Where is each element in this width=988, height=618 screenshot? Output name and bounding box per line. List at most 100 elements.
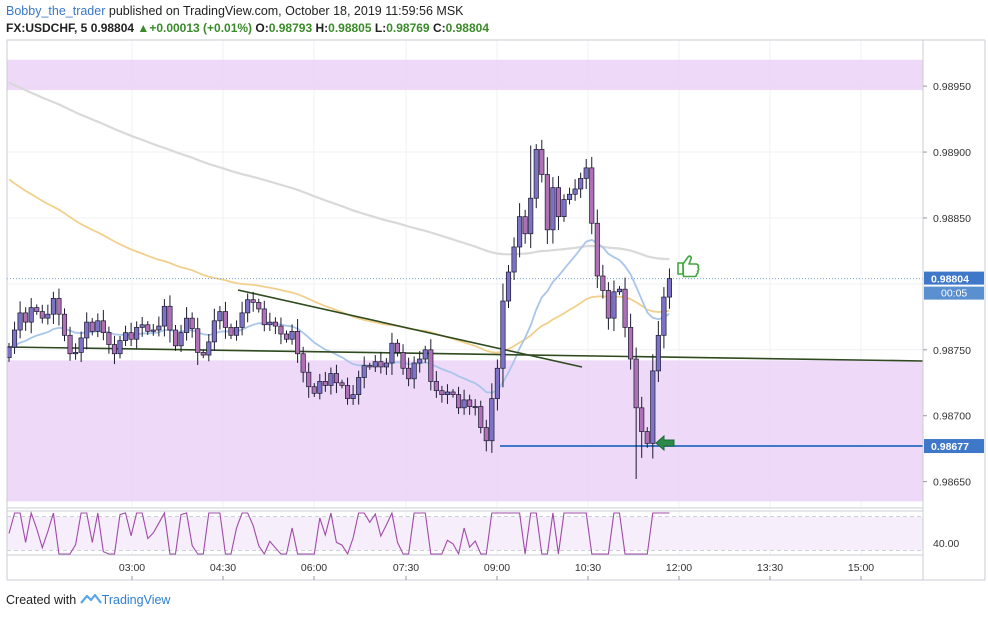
candle[interactable] — [461, 389, 467, 415]
candle[interactable] — [317, 373, 323, 400]
candle[interactable] — [89, 318, 95, 336]
candle[interactable] — [128, 322, 134, 347]
candle[interactable] — [655, 320, 661, 383]
candle[interactable] — [206, 334, 212, 362]
candle[interactable] — [195, 317, 201, 365]
candle[interactable] — [122, 325, 129, 346]
candle[interactable] — [283, 330, 290, 343]
candle[interactable] — [17, 301, 23, 339]
candle[interactable] — [422, 345, 428, 364]
candle[interactable] — [167, 295, 173, 343]
candle[interactable] — [533, 144, 539, 209]
candle[interactable] — [611, 280, 617, 332]
candle[interactable] — [456, 386, 462, 415]
candle[interactable] — [200, 349, 206, 359]
candle[interactable] — [633, 347, 639, 479]
candle[interactable] — [400, 344, 406, 375]
author-link[interactable]: Bobby_the_trader — [6, 4, 106, 18]
candle[interactable] — [289, 324, 295, 345]
tradingview-link[interactable]: TradingView — [101, 593, 171, 607]
candle[interactable] — [178, 324, 184, 353]
candle[interactable] — [411, 356, 417, 389]
candle[interactable] — [628, 313, 634, 370]
candle[interactable] — [272, 317, 278, 335]
candle[interactable] — [661, 287, 667, 349]
candle[interactable] — [522, 209, 528, 244]
candle[interactable] — [267, 312, 273, 331]
candle[interactable] — [561, 194, 567, 222]
candle[interactable] — [67, 326, 73, 361]
candle[interactable] — [73, 343, 79, 360]
time-axis[interactable]: 03:00 04:30 06:00 07:30 09:00 10:30 12:00 13:30… — [119, 562, 874, 580]
candle[interactable] — [250, 291, 256, 312]
candle[interactable] — [433, 371, 439, 398]
candle[interactable] — [383, 358, 389, 375]
candle[interactable] — [306, 362, 312, 398]
candle[interactable] — [550, 177, 556, 244]
candle[interactable] — [439, 385, 445, 403]
candle[interactable] — [295, 319, 301, 363]
candle[interactable] — [150, 324, 156, 336]
candle[interactable] — [644, 427, 650, 448]
candle[interactable] — [555, 175, 562, 230]
candle[interactable] — [389, 332, 395, 375]
candle[interactable] — [23, 307, 29, 331]
candle[interactable] — [156, 316, 162, 337]
candle[interactable] — [61, 308, 68, 342]
candle[interactable] — [356, 370, 362, 405]
candle[interactable] — [184, 307, 190, 341]
candle[interactable] — [339, 379, 345, 389]
candle[interactable] — [311, 383, 317, 397]
candle[interactable] — [394, 339, 401, 357]
candle[interactable] — [345, 377, 351, 405]
candle[interactable] — [333, 364, 340, 394]
price-axis[interactable]: 0.98950 0.98900 0.98850 0.98750 0.98700 0.986… — [923, 81, 984, 550]
candle[interactable] — [100, 310, 106, 341]
candle[interactable] — [572, 179, 578, 201]
candle[interactable] — [494, 359, 500, 411]
candle[interactable] — [161, 299, 167, 337]
candle[interactable] — [261, 300, 267, 332]
candle[interactable] — [467, 394, 473, 415]
candle[interactable] — [528, 145, 534, 249]
candle[interactable] — [450, 388, 456, 398]
candle[interactable] — [650, 354, 656, 459]
candle[interactable] — [234, 320, 240, 341]
candle[interactable] — [539, 139, 545, 183]
candle[interactable] — [511, 237, 517, 280]
candle[interactable] — [372, 355, 378, 372]
candle[interactable] — [489, 383, 495, 453]
candle[interactable] — [594, 209, 600, 289]
candle[interactable] — [322, 371, 328, 392]
candle[interactable] — [300, 346, 306, 383]
candle[interactable] — [39, 304, 45, 324]
candle[interactable] — [350, 385, 356, 405]
candle[interactable] — [50, 291, 56, 324]
candle[interactable] — [406, 357, 412, 387]
candle[interactable] — [145, 321, 151, 335]
candle[interactable] — [245, 293, 251, 323]
candle[interactable] — [111, 335, 118, 365]
candle[interactable] — [605, 282, 611, 330]
candle[interactable] — [84, 312, 90, 350]
candle[interactable] — [600, 264, 606, 299]
candle[interactable] — [444, 384, 451, 404]
candle[interactable] — [505, 265, 512, 309]
candle[interactable] — [666, 268, 673, 309]
candle[interactable] — [544, 157, 550, 244]
candle[interactable] — [106, 326, 112, 354]
candle[interactable] — [428, 339, 434, 391]
candle[interactable] — [222, 301, 229, 339]
candle[interactable] — [134, 321, 140, 349]
candle[interactable] — [478, 400, 484, 434]
candle[interactable] — [278, 317, 284, 345]
candle[interactable] — [566, 187, 573, 205]
candle[interactable] — [583, 158, 589, 189]
candle[interactable] — [500, 283, 506, 388]
candle[interactable] — [417, 351, 423, 373]
candle[interactable] — [616, 286, 623, 295]
candle[interactable] — [639, 396, 645, 458]
candle[interactable] — [45, 304, 51, 325]
candle[interactable] — [56, 288, 62, 326]
candle[interactable] — [211, 308, 217, 351]
